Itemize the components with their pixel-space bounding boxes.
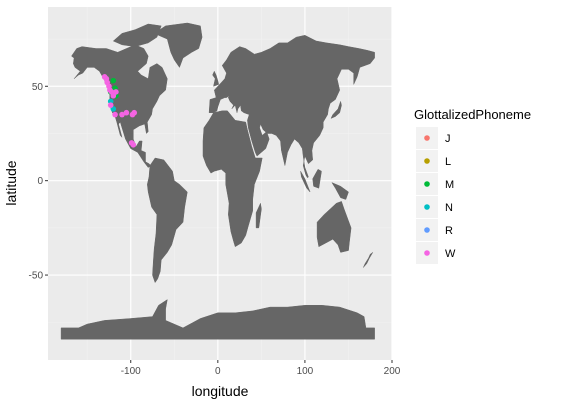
legend-key-w bbox=[424, 250, 430, 256]
y-axis-label: latitude bbox=[3, 160, 19, 205]
legend-label-j: J bbox=[445, 133, 451, 145]
point-w bbox=[113, 89, 119, 95]
legend-title: GlottalizedPhoneme bbox=[414, 107, 531, 122]
land-africa-madagascar bbox=[255, 202, 262, 229]
data-points bbox=[101, 74, 138, 148]
land-canadian-archipelago bbox=[112, 23, 162, 47]
land-sumatra bbox=[300, 171, 311, 193]
world-map bbox=[60, 22, 375, 340]
point-w bbox=[123, 109, 130, 116]
land-japan bbox=[330, 100, 342, 119]
land-eurasia bbox=[208, 35, 375, 179]
point-w bbox=[119, 111, 125, 118]
y-tick-label: -50 bbox=[29, 271, 44, 282]
land-antarctica bbox=[60, 299, 375, 340]
legend-key-m bbox=[424, 181, 430, 187]
x-axis-label: longitude bbox=[192, 383, 249, 399]
point-w bbox=[112, 111, 118, 118]
legend-label-m: M bbox=[445, 179, 454, 191]
legend-label-w: W bbox=[445, 248, 456, 260]
legend-key-l bbox=[424, 158, 430, 164]
land-australia bbox=[316, 201, 352, 253]
legend-label-n: N bbox=[445, 202, 453, 214]
land-greenland bbox=[153, 22, 203, 68]
x-tick-label: 200 bbox=[384, 366, 401, 377]
land-south-america bbox=[147, 157, 188, 284]
legend-label-r: R bbox=[445, 225, 453, 237]
point-w bbox=[131, 109, 138, 116]
legend-key-r bbox=[424, 227, 430, 233]
land-uk bbox=[212, 70, 219, 87]
legend-key-j bbox=[424, 135, 430, 141]
legend-key-n bbox=[424, 204, 430, 210]
x-tick-label: 100 bbox=[297, 366, 314, 377]
point-w bbox=[130, 142, 137, 148]
land-africa bbox=[202, 110, 263, 248]
land-borneo bbox=[312, 168, 322, 189]
point-m bbox=[110, 77, 117, 84]
axis-ticks bbox=[45, 85, 393, 363]
land-new-zealand bbox=[363, 252, 374, 268]
y-tick-label: 50 bbox=[32, 82, 44, 93]
point-w bbox=[107, 102, 114, 108]
axis-tick-labels: -100 0 100 200 -50 0 50 bbox=[29, 82, 401, 377]
land-new-guinea bbox=[331, 182, 349, 200]
legend-label-l: L bbox=[445, 156, 451, 168]
y-tick-label: 0 bbox=[37, 176, 43, 187]
x-tick-label: -100 bbox=[121, 366, 141, 377]
x-tick-label: 0 bbox=[215, 366, 221, 377]
